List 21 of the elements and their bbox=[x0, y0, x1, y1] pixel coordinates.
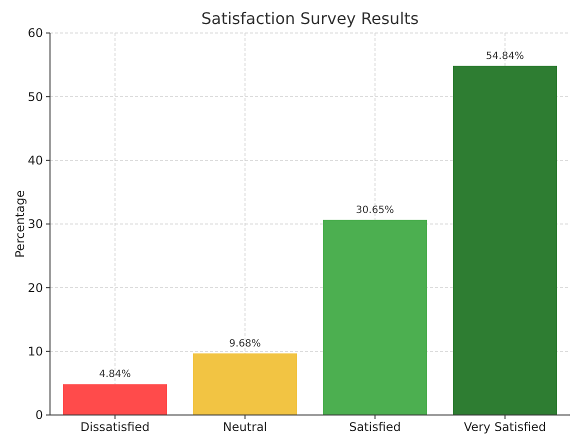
x-tick-label: Satisfied bbox=[349, 420, 401, 434]
y-tick-label: 40 bbox=[28, 154, 43, 168]
data-label: 54.84% bbox=[486, 50, 524, 62]
y-tick-label: 20 bbox=[28, 280, 43, 295]
bar bbox=[323, 220, 427, 415]
bar bbox=[63, 384, 167, 415]
data-label: 30.65% bbox=[356, 204, 394, 216]
y-tick-label: 60 bbox=[28, 26, 43, 40]
y-axis-title: Percentage bbox=[13, 190, 27, 258]
y-tick-label: 0 bbox=[35, 408, 43, 422]
bar bbox=[193, 353, 297, 415]
bar bbox=[453, 66, 557, 415]
x-tick-label: Neutral bbox=[222, 420, 268, 434]
y-tick-label: 10 bbox=[28, 344, 43, 359]
x-tick-label: Dissatisfied bbox=[80, 420, 150, 434]
data-label: 4.84% bbox=[99, 369, 131, 380]
y-tick-label: 50 bbox=[28, 90, 43, 104]
data-label: 9.68% bbox=[229, 338, 261, 350]
x-tick-label: Very Satisfied bbox=[464, 420, 546, 434]
chart-title: Satisfaction Survey Results bbox=[201, 9, 419, 28]
y-tick-label: 30 bbox=[28, 217, 43, 232]
